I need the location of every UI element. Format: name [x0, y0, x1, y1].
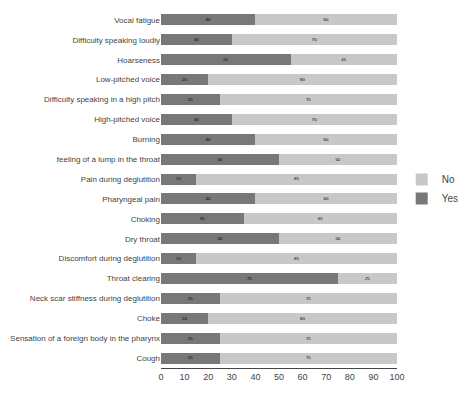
svg-text:75: 75: [306, 97, 311, 102]
svg-text:Choking: Choking: [131, 215, 160, 224]
svg-text:Sensation of a foreign body in: Sensation of a foreign body in the phary…: [10, 334, 160, 343]
svg-text:feeling of a lump in the throa: feeling of a lump in the throat: [57, 155, 161, 164]
svg-text:40: 40: [250, 372, 260, 382]
svg-text:40: 40: [206, 196, 211, 201]
svg-text:40: 40: [206, 137, 211, 142]
svg-text:50: 50: [335, 157, 340, 162]
svg-text:25: 25: [188, 336, 193, 341]
svg-text:0: 0: [158, 372, 163, 382]
svg-text:50: 50: [335, 236, 340, 241]
svg-text:70: 70: [321, 372, 331, 382]
svg-text:Yes: Yes: [442, 193, 458, 204]
svg-text:Vocal fatigue: Vocal fatigue: [114, 16, 160, 25]
svg-text:50: 50: [217, 157, 222, 162]
svg-text:75: 75: [306, 336, 311, 341]
svg-text:Pain during deglutition: Pain during deglutition: [81, 175, 160, 184]
svg-text:35: 35: [200, 216, 205, 221]
svg-text:45: 45: [341, 57, 346, 62]
svg-text:85: 85: [294, 176, 299, 181]
svg-text:Throat clearing: Throat clearing: [107, 274, 160, 283]
svg-text:10: 10: [180, 372, 190, 382]
svg-text:60: 60: [324, 17, 329, 22]
svg-text:80: 80: [345, 372, 355, 382]
svg-text:High-pitched voice: High-pitched voice: [94, 115, 160, 124]
svg-text:25: 25: [365, 276, 370, 281]
svg-text:30: 30: [194, 37, 199, 42]
svg-text:60: 60: [324, 196, 329, 201]
svg-text:Dry throat: Dry throat: [125, 235, 161, 244]
svg-text:60: 60: [324, 137, 329, 142]
svg-text:Low-pitched voice: Low-pitched voice: [96, 75, 161, 84]
svg-text:30: 30: [194, 117, 199, 122]
svg-text:30: 30: [227, 372, 237, 382]
svg-text:75: 75: [306, 296, 311, 301]
svg-text:Neck scar stiffness during deg: Neck scar stiffness during deglutition: [30, 294, 160, 303]
svg-text:90: 90: [368, 372, 378, 382]
svg-text:Cough: Cough: [136, 354, 160, 363]
svg-text:15: 15: [176, 256, 181, 261]
svg-text:85: 85: [294, 256, 299, 261]
svg-text:25: 25: [188, 97, 193, 102]
svg-text:20: 20: [182, 316, 187, 321]
svg-text:Burning: Burning: [132, 135, 160, 144]
svg-text:100: 100: [389, 372, 404, 382]
svg-text:Difficulty speaking loudly: Difficulty speaking loudly: [73, 36, 160, 45]
svg-text:70: 70: [312, 117, 317, 122]
svg-text:No: No: [442, 174, 455, 185]
svg-text:Pharyngeal pain: Pharyngeal pain: [102, 195, 160, 204]
svg-text:50: 50: [274, 372, 284, 382]
svg-text:Hoarseness: Hoarseness: [117, 56, 160, 65]
svg-text:20: 20: [203, 372, 213, 382]
svg-text:60: 60: [298, 372, 308, 382]
svg-text:40: 40: [206, 17, 211, 22]
svg-text:Difficulty speaking in a high: Difficulty speaking in a high pitch: [44, 95, 160, 104]
svg-text:80: 80: [300, 316, 305, 321]
svg-text:50: 50: [217, 236, 222, 241]
svg-text:70: 70: [312, 37, 317, 42]
svg-text:25: 25: [188, 296, 193, 301]
svg-text:Choke: Choke: [137, 314, 161, 323]
svg-text:75: 75: [247, 276, 252, 281]
svg-text:20: 20: [182, 77, 187, 82]
svg-text:Discomfort during deglutition: Discomfort during deglutition: [59, 254, 160, 263]
svg-text:25: 25: [188, 355, 193, 360]
svg-text:80: 80: [300, 77, 305, 82]
svg-text:65: 65: [318, 216, 323, 221]
svg-text:55: 55: [223, 57, 228, 62]
svg-text:75: 75: [306, 355, 311, 360]
svg-text:15: 15: [176, 176, 181, 181]
